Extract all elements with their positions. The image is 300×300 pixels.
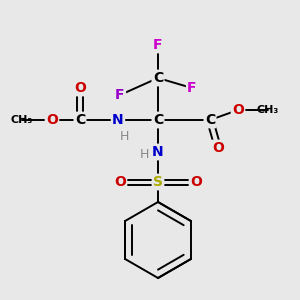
Text: N: N bbox=[112, 113, 124, 127]
Text: C: C bbox=[153, 71, 163, 85]
Text: O: O bbox=[46, 113, 58, 127]
Text: O: O bbox=[74, 81, 86, 95]
Text: H: H bbox=[119, 130, 129, 142]
Text: O: O bbox=[190, 175, 202, 189]
Text: O: O bbox=[232, 103, 244, 117]
Text: CH₃: CH₃ bbox=[257, 105, 279, 115]
Text: F: F bbox=[153, 38, 163, 52]
Text: O: O bbox=[212, 141, 224, 155]
Text: C: C bbox=[205, 113, 215, 127]
Text: F: F bbox=[115, 88, 125, 102]
Text: S: S bbox=[153, 175, 163, 189]
Text: N: N bbox=[152, 145, 164, 159]
Text: C: C bbox=[75, 113, 85, 127]
Text: F: F bbox=[187, 81, 197, 95]
Text: CH₃: CH₃ bbox=[11, 115, 33, 125]
Text: O: O bbox=[114, 175, 126, 189]
Text: C: C bbox=[153, 113, 163, 127]
Text: H: H bbox=[139, 148, 149, 160]
